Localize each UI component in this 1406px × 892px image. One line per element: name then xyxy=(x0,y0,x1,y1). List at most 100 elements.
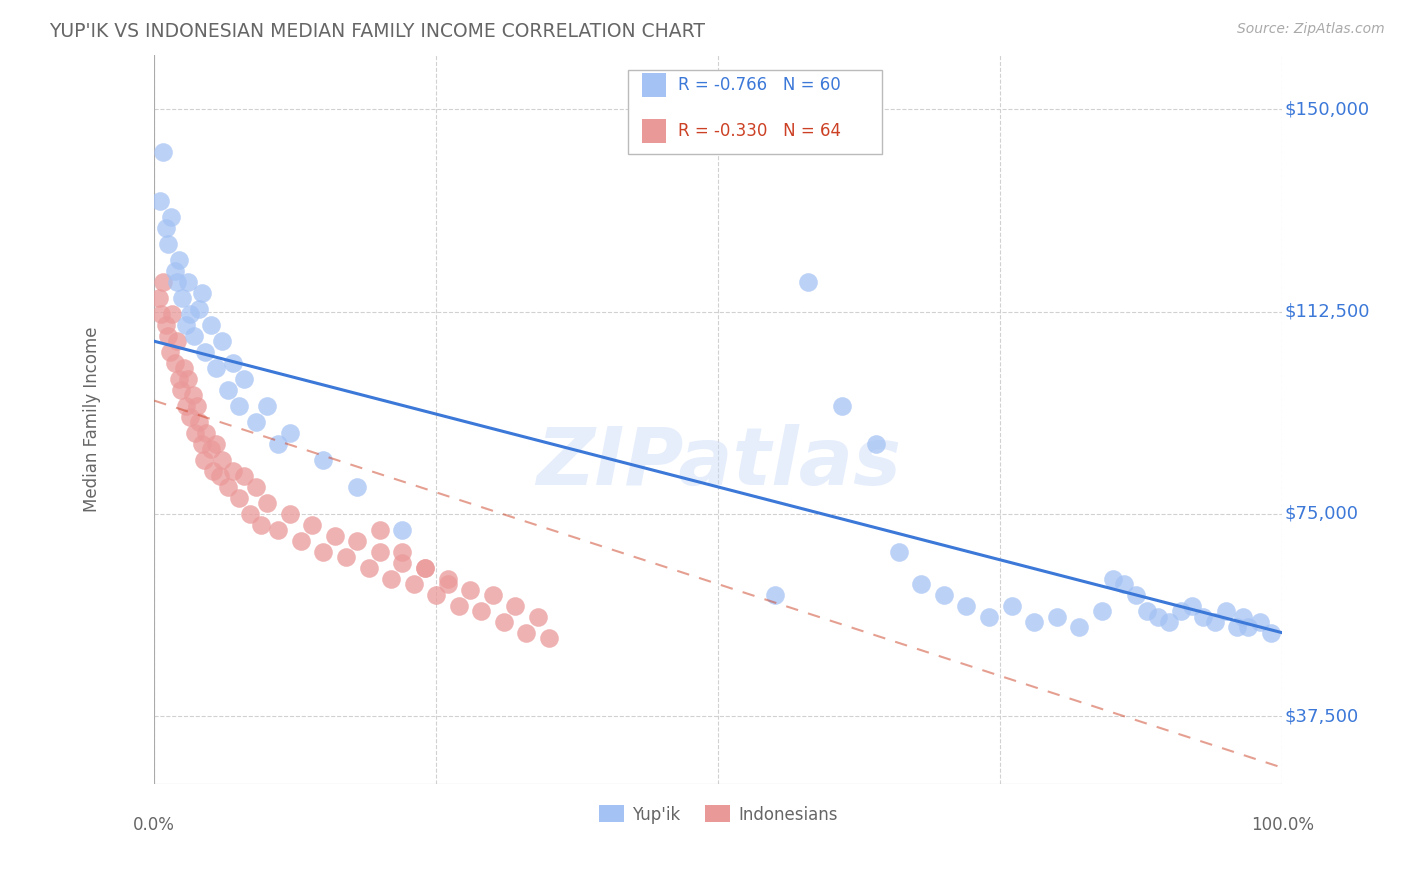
Point xyxy=(200,318,222,332)
Point xyxy=(1114,577,1136,591)
Point xyxy=(436,572,458,586)
Point xyxy=(177,275,200,289)
Point xyxy=(184,425,207,440)
Point xyxy=(458,582,481,597)
Point xyxy=(312,545,335,559)
Point xyxy=(278,507,301,521)
Point xyxy=(166,275,188,289)
Point xyxy=(368,523,391,537)
Point xyxy=(156,328,179,343)
Point xyxy=(201,464,224,478)
Point xyxy=(470,604,492,618)
Point xyxy=(256,399,278,413)
Point xyxy=(831,399,853,413)
Point xyxy=(380,572,402,586)
Point xyxy=(1069,620,1091,634)
Point xyxy=(186,399,208,413)
Point xyxy=(163,356,186,370)
Point xyxy=(208,469,231,483)
Point xyxy=(413,561,436,575)
Point xyxy=(233,469,256,483)
Text: $37,500: $37,500 xyxy=(1285,707,1358,725)
Point xyxy=(1159,615,1181,629)
Point xyxy=(1046,609,1069,624)
Point xyxy=(797,275,820,289)
Point xyxy=(217,480,239,494)
Point xyxy=(1091,604,1114,618)
Point xyxy=(887,545,910,559)
Point xyxy=(211,334,233,349)
Point xyxy=(155,220,177,235)
Point xyxy=(205,361,228,376)
Point xyxy=(481,588,503,602)
Point xyxy=(174,399,197,413)
Point xyxy=(368,545,391,559)
Point xyxy=(1237,620,1260,634)
Point xyxy=(217,383,239,397)
Point xyxy=(205,437,228,451)
Point xyxy=(503,599,526,613)
Point xyxy=(413,561,436,575)
Point xyxy=(179,307,201,321)
Point xyxy=(156,237,179,252)
Point xyxy=(1147,609,1170,624)
Point xyxy=(167,253,190,268)
Point xyxy=(526,609,548,624)
Point xyxy=(149,194,172,208)
Point xyxy=(148,291,170,305)
Text: $150,000: $150,000 xyxy=(1285,100,1369,118)
Point xyxy=(245,480,267,494)
Point xyxy=(1226,620,1249,634)
Point xyxy=(1022,615,1045,629)
Point xyxy=(865,437,887,451)
Point xyxy=(391,556,413,570)
Point xyxy=(357,561,380,575)
Point xyxy=(250,517,273,532)
Point xyxy=(425,588,447,602)
Point xyxy=(267,437,290,451)
Point xyxy=(492,615,515,629)
Point xyxy=(188,301,211,316)
Point xyxy=(181,388,204,402)
Point xyxy=(162,307,184,321)
Text: Source: ZipAtlas.com: Source: ZipAtlas.com xyxy=(1237,22,1385,37)
Point xyxy=(763,588,786,602)
Point xyxy=(155,318,177,332)
Point xyxy=(159,345,181,359)
Point xyxy=(222,356,245,370)
Point xyxy=(195,425,218,440)
Point xyxy=(194,345,217,359)
FancyBboxPatch shape xyxy=(628,70,882,153)
Point xyxy=(193,453,215,467)
Point xyxy=(312,453,335,467)
Point xyxy=(391,523,413,537)
Point xyxy=(211,453,233,467)
Point xyxy=(267,523,290,537)
Point xyxy=(1102,572,1125,586)
Text: 100.0%: 100.0% xyxy=(1251,816,1313,834)
Point xyxy=(188,415,211,429)
Point xyxy=(152,275,174,289)
Point xyxy=(1249,615,1271,629)
Point xyxy=(1192,609,1215,624)
Point xyxy=(190,437,212,451)
Point xyxy=(174,318,197,332)
Point xyxy=(1215,604,1237,618)
Point xyxy=(537,631,560,645)
Point xyxy=(955,599,977,613)
Legend: Yup'ik, Indonesians: Yup'ik, Indonesians xyxy=(592,798,845,830)
Point xyxy=(910,577,932,591)
Point xyxy=(167,372,190,386)
Point xyxy=(323,528,346,542)
Point xyxy=(515,625,537,640)
Text: $112,500: $112,500 xyxy=(1285,302,1369,320)
Point xyxy=(200,442,222,457)
Text: 0.0%: 0.0% xyxy=(134,816,176,834)
Point xyxy=(436,577,458,591)
Point xyxy=(163,264,186,278)
Point xyxy=(346,533,368,548)
Point xyxy=(932,588,955,602)
Point xyxy=(1125,588,1147,602)
Point xyxy=(977,609,1000,624)
Point xyxy=(160,210,183,224)
